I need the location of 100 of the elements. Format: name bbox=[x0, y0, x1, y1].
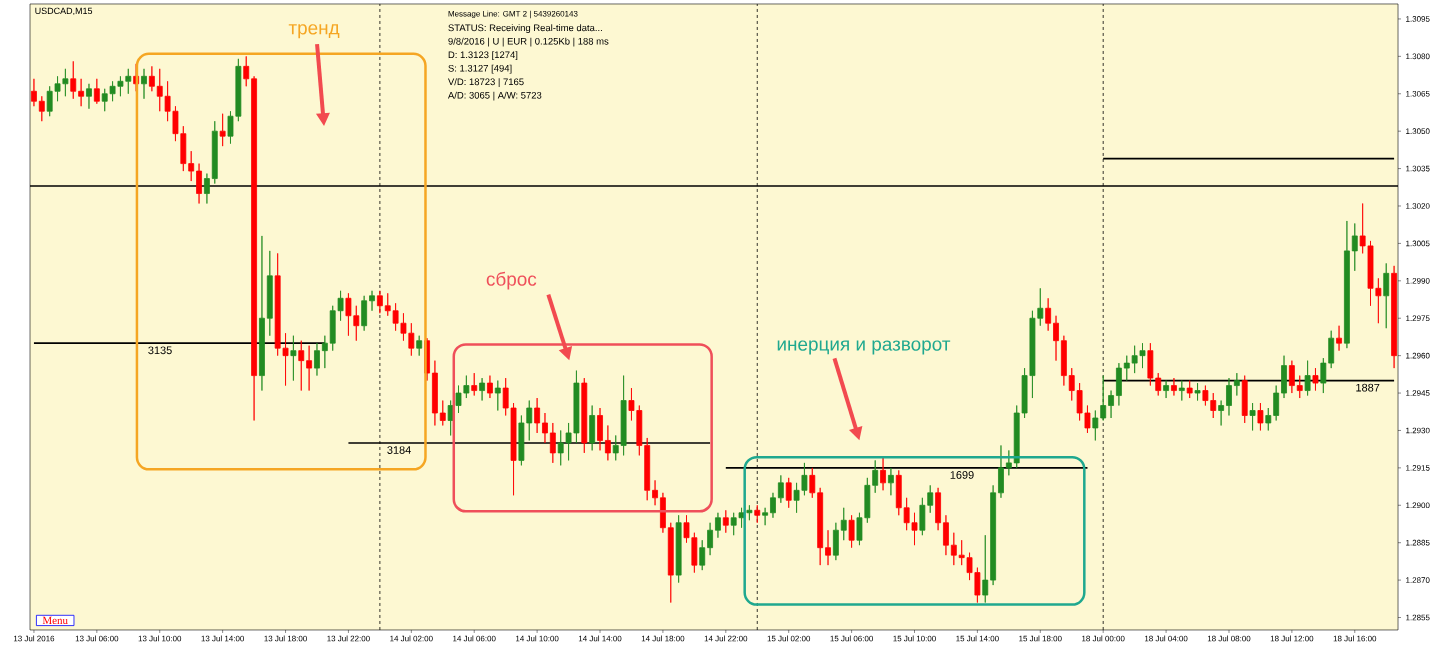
candlestick bbox=[1320, 357, 1327, 394]
candlestick bbox=[211, 120, 218, 184]
candlestick bbox=[447, 400, 454, 436]
candlestick bbox=[298, 340, 305, 391]
candlestick bbox=[1241, 375, 1248, 424]
candlestick bbox=[259, 235, 265, 391]
candlestick bbox=[494, 380, 501, 411]
candlestick bbox=[1163, 380, 1169, 399]
annotation: сброс bbox=[486, 271, 537, 290]
candlestick bbox=[361, 295, 368, 332]
candlestick bbox=[943, 514, 949, 556]
candlestick bbox=[770, 492, 776, 519]
candlestick bbox=[70, 60, 77, 100]
candlestick bbox=[487, 375, 493, 399]
candlestick bbox=[699, 539, 706, 571]
candlestick bbox=[998, 445, 1004, 499]
candlestick bbox=[825, 529, 831, 566]
candlestick bbox=[549, 422, 556, 464]
candlestick bbox=[1383, 262, 1390, 329]
candlestick bbox=[1060, 335, 1067, 386]
candlestick bbox=[935, 487, 941, 531]
candlestick bbox=[251, 75, 257, 421]
candlestick bbox=[1288, 360, 1295, 394]
candlestick bbox=[204, 173, 210, 204]
candlestick bbox=[1312, 367, 1319, 391]
candlestick bbox=[762, 507, 769, 526]
candlestick bbox=[581, 377, 588, 454]
candlestick bbox=[990, 484, 997, 586]
annotation: 1887 bbox=[1356, 383, 1380, 392]
annotation: V/D: 18723 | 7165 bbox=[447, 78, 524, 88]
candlestick bbox=[809, 467, 816, 499]
candlestick bbox=[754, 504, 761, 524]
annotation: A/D: 3065 | A/W: 5723 bbox=[447, 91, 542, 101]
candlestick bbox=[148, 65, 155, 92]
candlestick bbox=[188, 150, 195, 182]
candlestick bbox=[369, 290, 375, 312]
candlestick bbox=[1265, 407, 1272, 431]
annotation: тренд bbox=[288, 24, 340, 39]
annotation: 9/8/2016 | U | EUR | 0.125Kb | 188 ms bbox=[448, 37, 609, 47]
candlestick bbox=[416, 335, 423, 357]
candlestick bbox=[1344, 220, 1350, 349]
candlestick bbox=[306, 345, 313, 391]
candlestick bbox=[1092, 410, 1099, 441]
candlestick bbox=[1053, 315, 1059, 362]
candlestick bbox=[880, 457, 886, 491]
candlestick bbox=[1116, 362, 1122, 406]
candlestick bbox=[982, 534, 989, 603]
candlestick bbox=[1108, 390, 1114, 419]
candlestick bbox=[266, 250, 273, 337]
candlestick bbox=[479, 377, 485, 401]
candlestick bbox=[1328, 330, 1335, 369]
candlestick bbox=[314, 342, 320, 376]
candlestick bbox=[817, 487, 824, 566]
candlestick bbox=[1218, 400, 1225, 426]
candlestick bbox=[1186, 380, 1193, 399]
candlestick bbox=[542, 412, 548, 444]
candlestick bbox=[840, 507, 847, 541]
candlestick bbox=[290, 335, 297, 381]
candlestick bbox=[471, 372, 478, 396]
candlestick bbox=[848, 514, 855, 549]
annotation: 1699 bbox=[950, 471, 974, 479]
candlestick bbox=[432, 360, 438, 426]
candlestick bbox=[746, 504, 753, 521]
candlestick bbox=[715, 512, 721, 539]
candlestick bbox=[86, 83, 92, 110]
candlestick bbox=[196, 163, 202, 204]
annotation: D: 1.3123 [1274] bbox=[448, 51, 518, 61]
candlestick bbox=[439, 400, 446, 426]
candlestick bbox=[321, 335, 328, 369]
candlestick bbox=[1226, 377, 1232, 416]
candlestick bbox=[38, 95, 45, 122]
candlestick bbox=[675, 514, 682, 583]
candlestick bbox=[1351, 223, 1358, 272]
annotation: инерция и разворот bbox=[777, 340, 951, 355]
annotation: STATUS: Receiving Real-time data... bbox=[448, 24, 602, 34]
candlestick bbox=[777, 474, 784, 504]
candlestick bbox=[78, 78, 85, 107]
candlestick bbox=[1005, 450, 1012, 476]
candlestick bbox=[667, 522, 674, 603]
candlestick bbox=[652, 479, 658, 506]
candlestick bbox=[141, 68, 147, 100]
candlestick bbox=[93, 78, 100, 105]
candlestick bbox=[31, 78, 37, 107]
candlestick bbox=[888, 467, 894, 496]
candlestick bbox=[1233, 372, 1240, 396]
candlestick bbox=[1296, 375, 1303, 399]
candlestick bbox=[1171, 377, 1177, 396]
candlestick bbox=[597, 407, 603, 451]
candlestick bbox=[219, 113, 226, 147]
annotation: Menu bbox=[42, 616, 68, 625]
candlestick bbox=[872, 459, 879, 494]
candlestick bbox=[1100, 375, 1107, 421]
candlestick bbox=[534, 397, 541, 434]
annotation: 3184 bbox=[387, 446, 411, 454]
candlestick bbox=[1249, 402, 1256, 431]
candlestick bbox=[1281, 355, 1287, 399]
candlestick bbox=[1257, 402, 1264, 431]
candlestick bbox=[243, 55, 250, 87]
candlestick bbox=[376, 290, 383, 314]
candlestick bbox=[1336, 325, 1342, 352]
